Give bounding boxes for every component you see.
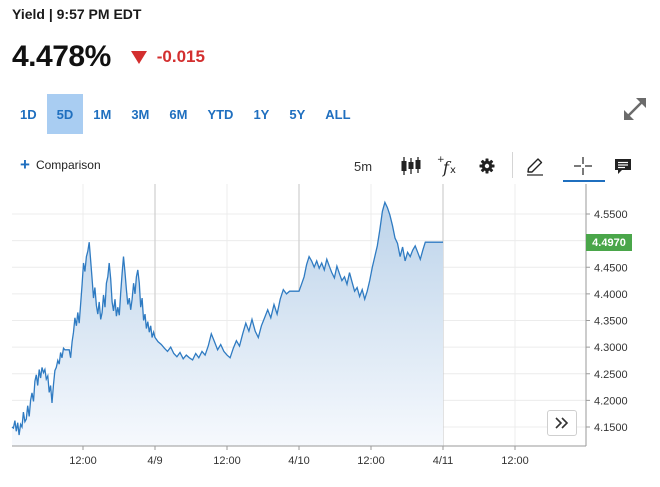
y-tick-label: 4.1500 bbox=[594, 422, 628, 434]
y-tick-label: 4.2500 bbox=[594, 369, 628, 381]
range-button-1y[interactable]: 1Y bbox=[253, 106, 270, 122]
range-button-5y[interactable]: 5Y bbox=[289, 106, 306, 122]
toolbar-divider bbox=[512, 152, 513, 178]
interval-selector[interactable]: 5m bbox=[353, 158, 373, 174]
down-arrow-icon bbox=[130, 50, 147, 64]
comparison-button[interactable]: + Comparison bbox=[20, 155, 101, 174]
expand-icon[interactable] bbox=[622, 96, 648, 122]
y-tick-label: 4.2000 bbox=[594, 395, 628, 407]
comparison-label: Comparison bbox=[35, 158, 101, 172]
yield-chart[interactable]: 4.55004.50004.45004.40004.35004.30004.25… bbox=[0, 184, 660, 487]
pencil-draw-icon[interactable] bbox=[524, 154, 546, 178]
x-tick-label: 12:00 bbox=[69, 455, 97, 467]
time-axis-labels: 12:00 4/9 12:00 4/10 12:00 4/11 12:00 bbox=[69, 446, 529, 467]
yield-header: Yield | 9:57 PM EDT bbox=[12, 6, 141, 22]
active-tool-indicator bbox=[563, 180, 605, 182]
scroll-to-latest-button[interactable] bbox=[547, 410, 577, 436]
x-tick-label: 12:00 bbox=[213, 455, 241, 467]
candlestick-icon[interactable] bbox=[398, 154, 424, 178]
y-tick-label: 4.4500 bbox=[594, 262, 628, 274]
x-tick-label: 4/9 bbox=[147, 455, 162, 467]
time-range-selector: 1D 5D 1M 3M 6M YTD 1Y 5Y ALL bbox=[10, 94, 361, 134]
header-separator: | bbox=[48, 6, 53, 22]
plus-icon: + bbox=[20, 155, 30, 174]
x-tick-label: 12:00 bbox=[501, 455, 529, 467]
x-tick-label: 4/10 bbox=[288, 455, 309, 467]
x-tick-label: 4/11 bbox=[433, 455, 454, 467]
range-button-1m[interactable]: 1M bbox=[93, 106, 112, 122]
range-button-6m[interactable]: 6M bbox=[169, 106, 188, 122]
y-tick-label: 4.3500 bbox=[594, 316, 628, 328]
price-value: 4.478% bbox=[12, 40, 111, 73]
x-tick-label: 12:00 bbox=[357, 455, 385, 467]
quote-time: 9:57 PM EDT bbox=[56, 6, 142, 22]
y-tick-label: 4.4000 bbox=[594, 289, 628, 301]
last-value-badge: 4.4970 bbox=[586, 234, 632, 251]
price-change: -0.015 bbox=[156, 47, 205, 66]
chat-annotation-icon[interactable] bbox=[612, 154, 634, 178]
y-tick-label: 4.5500 bbox=[594, 209, 628, 221]
range-button-1d[interactable]: 1D bbox=[20, 106, 37, 122]
crosshair-icon[interactable] bbox=[572, 154, 594, 178]
yield-area bbox=[12, 202, 443, 446]
y-tick-label: 4.3000 bbox=[594, 342, 628, 354]
quote-row: 4.478% -0.015 bbox=[12, 40, 205, 74]
yield-label: Yield bbox=[12, 6, 45, 22]
range-button-3m[interactable]: 3M bbox=[131, 106, 150, 122]
yield-line bbox=[11, 200, 443, 436]
double-chevron-right-icon bbox=[555, 417, 569, 429]
gear-icon[interactable] bbox=[476, 154, 498, 178]
svg-text:x: x bbox=[450, 165, 456, 176]
fx-indicator-icon[interactable]: + f x bbox=[436, 154, 460, 178]
svg-text:+: + bbox=[437, 155, 445, 165]
range-button-5d[interactable]: 5D bbox=[46, 94, 84, 134]
range-button-ytd[interactable]: YTD bbox=[207, 106, 234, 122]
chart-toolbar: + Comparison 5m + f x bbox=[0, 150, 660, 184]
range-button-all[interactable]: ALL bbox=[325, 106, 351, 122]
svg-text:f: f bbox=[442, 158, 452, 177]
